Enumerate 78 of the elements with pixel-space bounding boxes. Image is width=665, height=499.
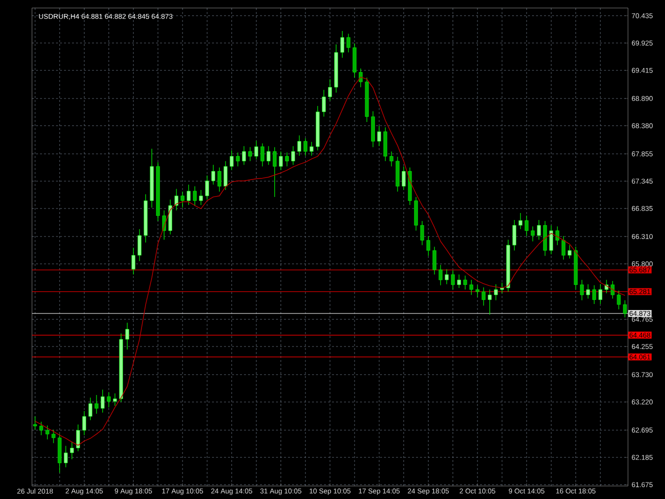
candlestick <box>39 421 44 436</box>
candlestick <box>304 138 308 156</box>
candlestick <box>555 226 560 246</box>
candlestick <box>592 284 596 304</box>
candlestick <box>512 220 516 251</box>
candlestick <box>616 290 621 310</box>
candlestick <box>328 78 332 101</box>
candlestick <box>537 220 541 240</box>
candlestick <box>500 282 504 294</box>
candlestick <box>113 393 117 406</box>
candlestick <box>76 424 80 452</box>
candlestick <box>100 389 105 413</box>
candlestick <box>125 322 130 350</box>
candlestick <box>236 152 240 167</box>
candlestick <box>297 135 302 156</box>
candlestick <box>52 429 56 444</box>
candlestick <box>390 151 394 167</box>
candlestick <box>568 244 572 259</box>
candlestick <box>230 150 234 170</box>
candlestick <box>457 274 461 288</box>
candlestick <box>623 300 627 318</box>
candlestick <box>242 146 246 166</box>
candlestick <box>192 186 197 206</box>
candlestick <box>598 284 602 304</box>
candlestick <box>420 220 424 246</box>
candlestick <box>224 160 228 190</box>
candlestick <box>254 140 258 160</box>
candlestick <box>248 146 252 162</box>
candlestick <box>162 210 166 240</box>
candlestick <box>88 397 92 420</box>
candlestick <box>340 30 344 58</box>
candlestick <box>451 270 455 290</box>
candlestick <box>549 225 554 255</box>
candlestick <box>138 228 142 262</box>
candlestick <box>530 226 535 242</box>
candlestick <box>82 410 86 436</box>
candlestick <box>377 125 382 146</box>
candlestick <box>266 146 270 166</box>
candlestick <box>310 142 314 156</box>
candlestick <box>211 164 216 185</box>
candlestick <box>469 280 474 296</box>
candlestick <box>494 284 498 301</box>
candlestick <box>482 287 486 306</box>
candlestick <box>463 275 468 290</box>
candlestick <box>272 146 277 198</box>
candlestick <box>132 248 136 275</box>
candlestick <box>322 90 326 117</box>
candlestick <box>70 441 74 460</box>
candlestick <box>444 268 449 284</box>
candlestick <box>180 191 184 208</box>
candlestick <box>174 188 178 211</box>
candlestick <box>476 284 480 298</box>
candlestick <box>524 215 528 236</box>
candlestick <box>358 68 363 88</box>
candlestick <box>205 175 209 200</box>
candlestick <box>291 146 296 166</box>
candlestick <box>199 190 203 206</box>
candlestick <box>260 143 264 167</box>
candlestick <box>580 280 584 301</box>
candlestick <box>586 284 590 299</box>
candlestick <box>278 151 283 170</box>
candlestick <box>432 246 436 275</box>
candlestick <box>186 184 191 206</box>
candlestick <box>438 264 442 286</box>
candlestick <box>610 280 615 299</box>
candlestick <box>562 236 566 260</box>
candlestick <box>45 425 50 440</box>
candlestick <box>402 166 406 190</box>
candlestick <box>33 416 37 430</box>
candlestick <box>346 33 350 53</box>
candlestick <box>64 446 68 468</box>
candlestick <box>106 392 111 408</box>
candlestick <box>218 167 222 192</box>
candlestick <box>518 212 522 230</box>
candlestick <box>285 152 289 167</box>
candlestick <box>426 236 430 256</box>
candlestick <box>488 289 492 316</box>
candlestick <box>94 394 98 414</box>
